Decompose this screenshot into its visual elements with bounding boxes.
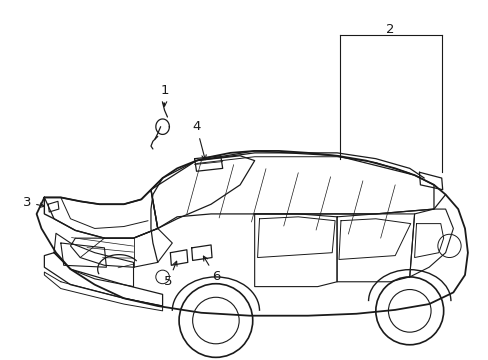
Text: 5: 5 — [164, 261, 177, 288]
Text: 3: 3 — [22, 196, 44, 209]
Text: 4: 4 — [192, 120, 206, 159]
Text: 2: 2 — [386, 23, 394, 36]
Text: 1: 1 — [160, 84, 168, 106]
Text: 6: 6 — [203, 256, 220, 283]
